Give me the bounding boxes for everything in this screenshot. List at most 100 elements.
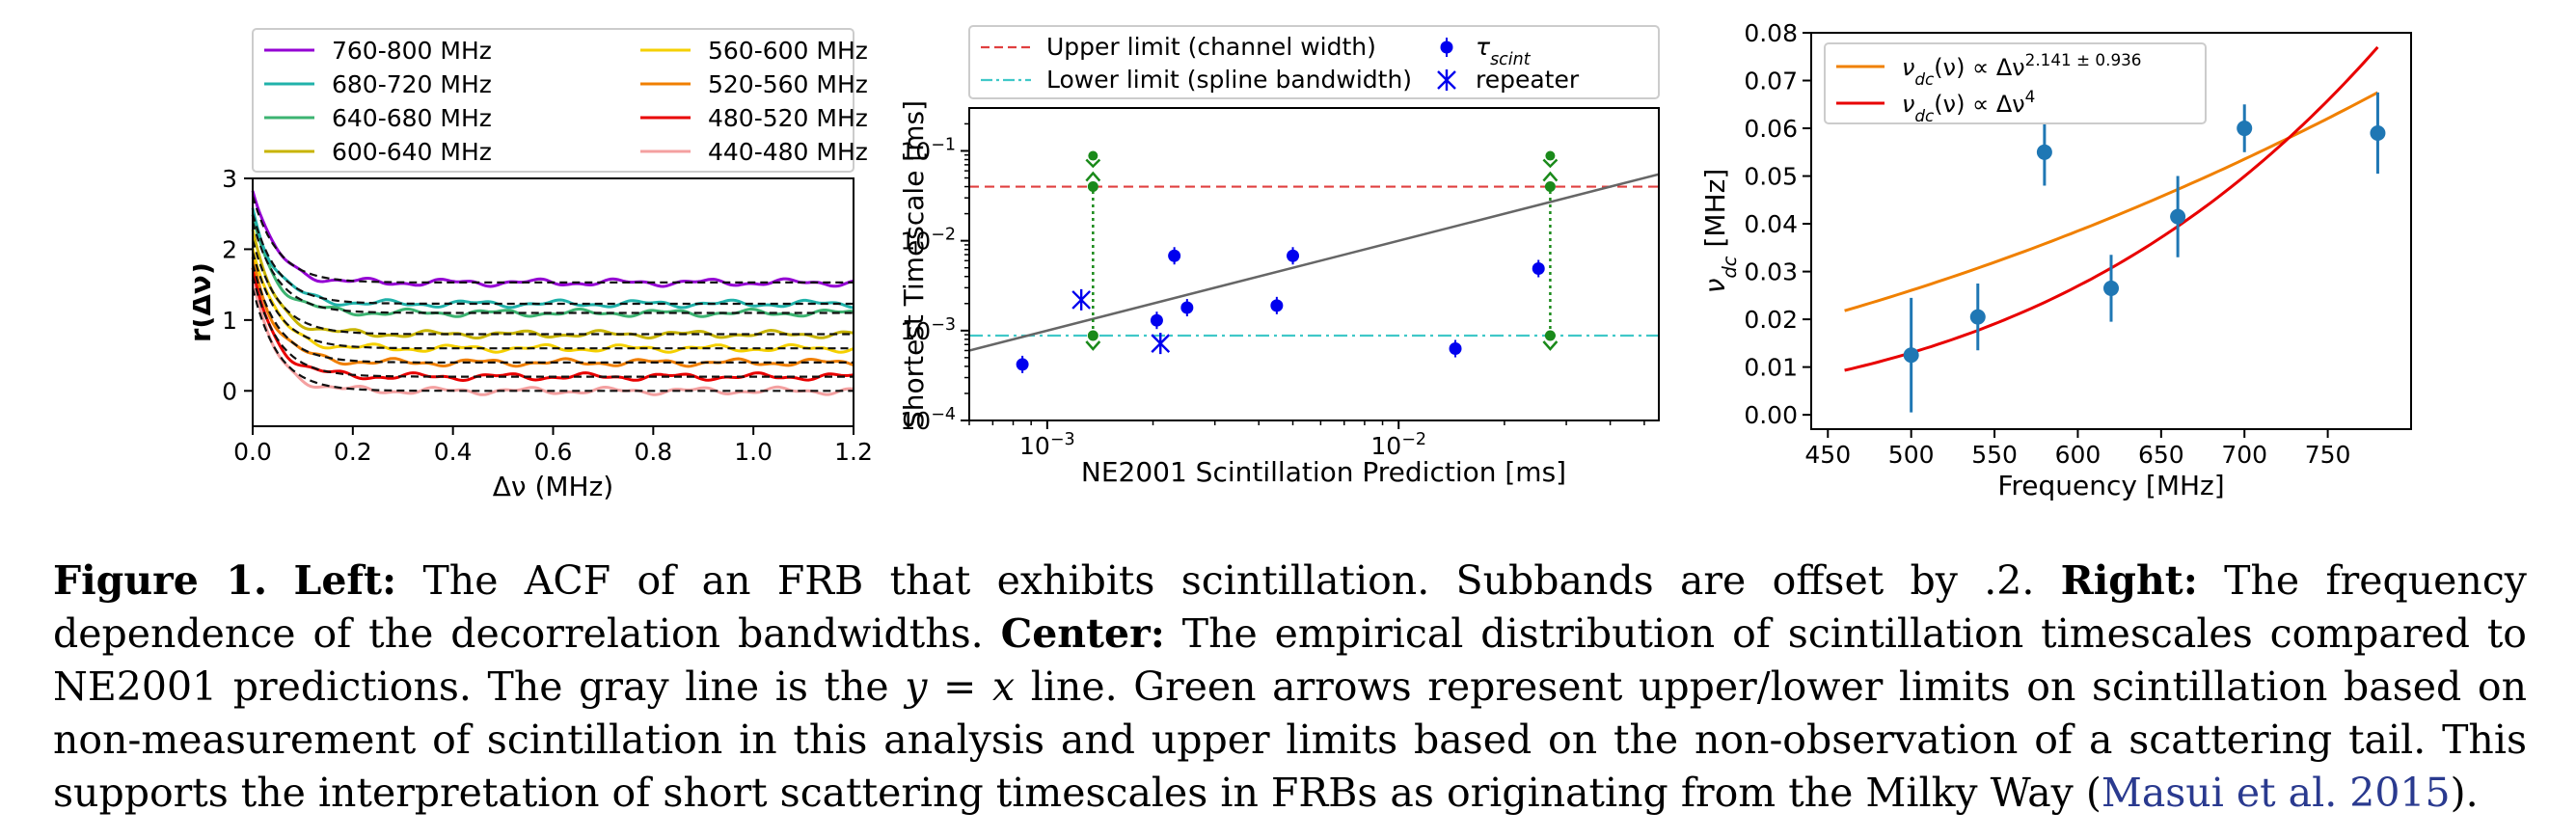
- data-point: [2237, 121, 2253, 137]
- limit-arrow-head: [1085, 340, 1101, 351]
- legend-label: 520-560 MHz: [708, 70, 868, 98]
- x-tick-label: 0.2: [334, 438, 372, 466]
- acf-curve: [251, 279, 854, 396]
- limit-marker: [1544, 181, 1556, 193]
- data-point: [1903, 347, 1919, 364]
- decorrelation-chart: 450 500 550 600 650 700 750 0.00 0.01 0.02 0.03 0.0…: [1699, 19, 2412, 501]
- caption-center-text-2: line. Green arrows represent upper/lower…: [53, 663, 2527, 816]
- acf-fit-line: [251, 252, 854, 350]
- timescale-axes-frame: [968, 107, 1660, 421]
- data-point: [2170, 208, 2186, 225]
- tau-point: [1449, 342, 1462, 356]
- x-tick-label: 0.6: [534, 438, 573, 466]
- y-tick-label: 0: [222, 377, 237, 405]
- limit-arrow-head: [1542, 171, 1559, 182]
- tau-point: [1150, 313, 1163, 327]
- timescale-legend: [968, 25, 1660, 99]
- y-tick-label: 0.04: [1744, 210, 1798, 238]
- limit-arrow-head: [1542, 158, 1559, 169]
- x-tick-label: 500: [1888, 441, 1935, 469]
- legend-label: repeater: [1476, 66, 1580, 94]
- timescale-chart: 10−3 10−2 10−4 10−3 10−2 10−1 NE2001 Scintilla…: [898, 25, 1660, 488]
- tau-point: [1016, 358, 1029, 371]
- legend-label: 560-600 MHz: [708, 37, 868, 65]
- repeater-point: [1071, 288, 1091, 311]
- timescale-plot-area: [969, 150, 1659, 373]
- data-point: [1969, 309, 1986, 325]
- repeater-point: [1151, 333, 1171, 355]
- limit-arrow-head: [1085, 171, 1101, 182]
- acf-chart: 0.0 0.2 0.4 0.6 0.8 1.0 1.2 0 1 2 3 Δν (MHz) r(Δν) 76…: [184, 28, 873, 502]
- y-tick-label: 0.05: [1744, 163, 1798, 191]
- acf-fit-line: [251, 221, 854, 314]
- acf-curve: [251, 190, 854, 288]
- y-tick-label: 0.06: [1744, 115, 1798, 143]
- x-tick-label: 550: [1971, 441, 2018, 469]
- tau-point: [1287, 249, 1300, 262]
- caption-right-text: The frequency dependence of the decorrel…: [53, 557, 2527, 657]
- limit-marker: [1544, 330, 1556, 341]
- data-point: [2370, 124, 2386, 141]
- x-tick-label: 1.2: [834, 438, 873, 466]
- y-tick-label: 0.03: [1744, 258, 1798, 286]
- y-tick-label: 0.01: [1744, 354, 1798, 382]
- caption-end: ).: [2450, 770, 2479, 816]
- legend-label: 760-800 MHz: [332, 37, 492, 65]
- x-tick-label: 750: [2305, 441, 2351, 469]
- legend-label: 440-480 MHz: [708, 138, 868, 166]
- acf-curve: [251, 207, 854, 310]
- legend-label: 480-520 MHz: [708, 104, 868, 132]
- caption-center-text-1: The empirical distribution of scintillat…: [53, 610, 2527, 710]
- x-tick-label: 1.0: [734, 438, 773, 466]
- data-point: [2036, 144, 2052, 160]
- y-axis-label: Shortest Timescale [ms]: [902, 100, 930, 428]
- caption-left-text: The ACF of an FRB that exhibits scintill…: [396, 557, 2061, 604]
- acf-legend: [252, 28, 854, 173]
- x-tick-label: 600: [2055, 441, 2101, 469]
- x-axis-label: NE2001 Scintillation Prediction [ms]: [1081, 456, 1566, 488]
- acf-panel: 0.0 0.2 0.4 0.6 0.8 1.0 1.2 0 1 2 3 Δν (MHz) r(Δν) 76…: [184, 0, 887, 521]
- x-tick-label: 700: [2221, 441, 2267, 469]
- legend-swatch: [1437, 69, 1456, 91]
- citation-link[interactable]: Masui et al. 2015: [2101, 770, 2451, 816]
- legend-label: νdc(ν) ∝ Δν2.141 ± 0.936: [1902, 50, 2141, 89]
- y-tick-label: 10−4: [902, 405, 956, 435]
- legend-label: Upper limit (channel width): [1046, 33, 1376, 61]
- legend-label: τscint: [1476, 33, 1532, 69]
- acf-curve: [251, 214, 854, 318]
- legend-label: 680-720 MHz: [332, 70, 492, 98]
- y-axis-label: νdc [MHz]: [1699, 169, 1741, 294]
- legend-swatch: [1440, 41, 1453, 54]
- y-tick-label: 0.08: [1744, 19, 1798, 47]
- limit-marker: [1545, 150, 1556, 161]
- x-axis-label: Δν (MHz): [493, 471, 613, 502]
- limit-marker: [1088, 150, 1098, 161]
- tau-point: [1532, 262, 1545, 276]
- tau-point: [1180, 301, 1194, 314]
- limit-arrow-head: [1085, 158, 1101, 169]
- acf-fit-line: [251, 276, 854, 378]
- decorrelation-axes-frame: [1810, 32, 2412, 430]
- x-axis-label: Frequency [MHz]: [1997, 470, 2224, 501]
- y-tick-label: 1: [222, 307, 237, 335]
- decorrelation-plot-area: [1844, 45, 2386, 413]
- y-tick-label: 10−2: [902, 226, 956, 256]
- acf-fit-line: [251, 239, 854, 336]
- acf-fit-line: [251, 287, 854, 392]
- tau-point: [1270, 299, 1284, 312]
- caption-left-head: Left:: [293, 557, 397, 604]
- y-tick-label: 10−1: [902, 135, 956, 165]
- limit-marker: [1087, 330, 1098, 341]
- y-tick-label: 0.00: [1744, 401, 1798, 429]
- y-tick-label: 3: [222, 165, 237, 193]
- x-tick-label: 650: [2138, 441, 2184, 469]
- figure-label: Figure 1.: [53, 557, 268, 604]
- acf-curve: [251, 229, 854, 340]
- caption-math: y = x: [905, 663, 1016, 710]
- x-tick-label: 0.4: [434, 438, 473, 466]
- y-tick-label: 2: [222, 235, 237, 263]
- acf-fit-line: [251, 263, 854, 364]
- x-tick-label: 450: [1804, 441, 1851, 469]
- figure-caption: Figure 1. Left: The ACF of an FRB that e…: [53, 555, 2527, 820]
- decorrelation-legend: [1824, 42, 2207, 124]
